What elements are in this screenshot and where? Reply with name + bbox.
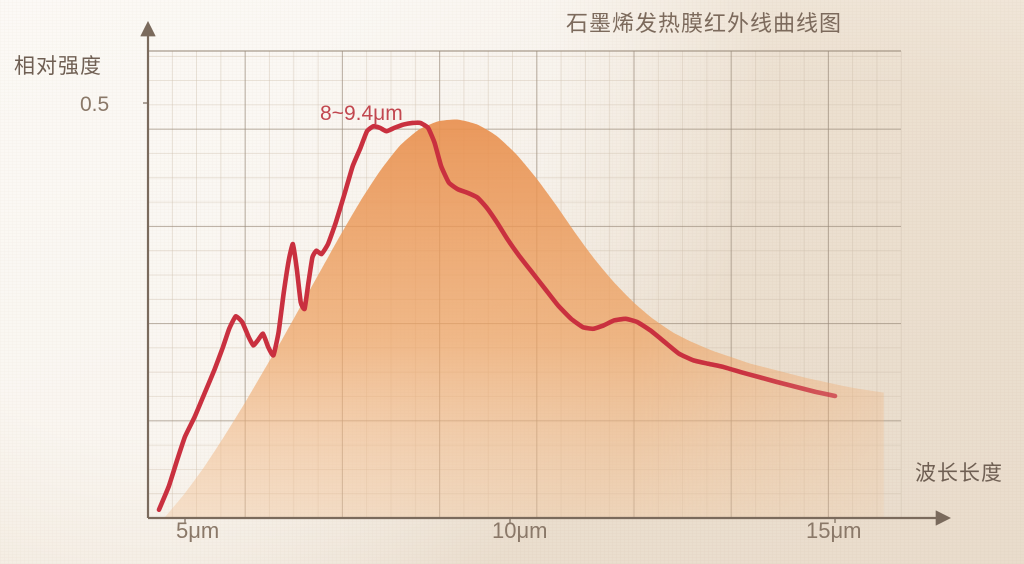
infrared-intensity-curve (156, 120, 838, 512)
y-axis-tick-label: 0.5 (80, 93, 110, 116)
peak-band-annotation: 8~9.4μm (320, 102, 403, 125)
x-axis-label: 波长长度 (915, 462, 1003, 485)
chart-title: 石墨烯发热膜红外线曲线图 (566, 11, 843, 36)
blackbody-area-fill (164, 119, 884, 519)
x-axis-tick-label-10um: 10μm (492, 518, 548, 543)
axes (140, 20, 952, 526)
y-axis-label: 相对强度 (14, 55, 102, 78)
x-axis-tick-label-15um: 15μm (806, 518, 862, 543)
x-axis-tick-label-5um: 5μm (176, 518, 220, 543)
